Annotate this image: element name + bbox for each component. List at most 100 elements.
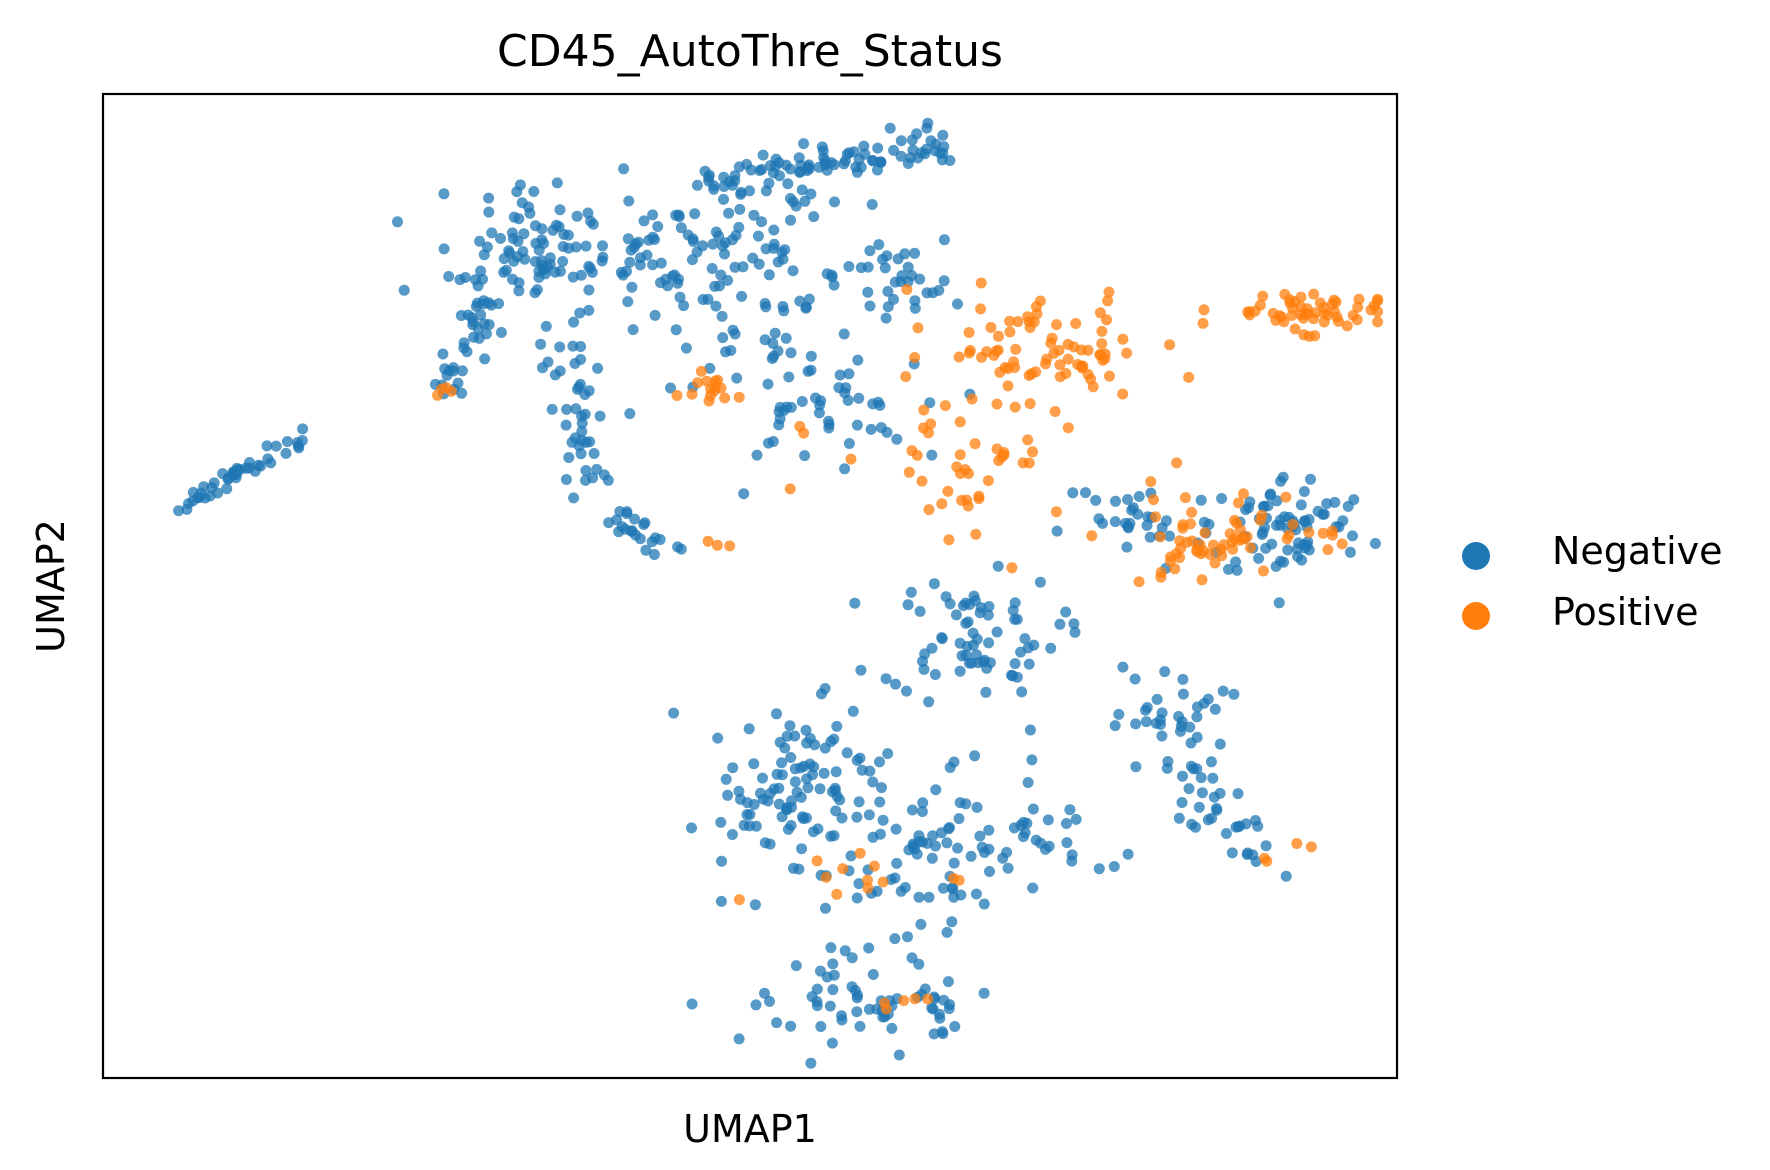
point-negative <box>1273 597 1285 609</box>
point-negative <box>566 436 578 448</box>
point-negative <box>992 560 1004 572</box>
point-negative <box>567 271 579 283</box>
point-negative <box>1066 855 1078 867</box>
point-negative <box>743 723 755 735</box>
point-negative <box>535 338 547 350</box>
point-positive <box>811 855 823 867</box>
point-negative <box>1173 812 1185 824</box>
point-negative <box>853 392 865 404</box>
point-positive <box>1154 531 1166 543</box>
point-negative <box>879 262 891 274</box>
point-negative <box>776 811 788 823</box>
point-negative <box>462 309 474 321</box>
point-negative <box>618 163 630 175</box>
point-negative <box>1108 861 1120 872</box>
point-negative <box>863 942 875 954</box>
point-positive <box>1023 370 1035 381</box>
point-negative <box>834 369 846 381</box>
point-negative <box>717 332 729 344</box>
point-positive <box>1195 548 1207 560</box>
point-negative <box>777 301 789 312</box>
point-negative <box>557 256 569 267</box>
point-positive <box>820 871 832 883</box>
point-positive <box>1351 314 1363 326</box>
point-positive <box>1117 333 1129 345</box>
point-positive <box>845 453 857 465</box>
point-positive <box>711 539 723 551</box>
point-negative <box>912 152 924 164</box>
point-negative <box>839 155 851 167</box>
point-negative <box>675 222 687 234</box>
point-positive <box>1164 339 1176 351</box>
point-negative <box>943 1003 955 1015</box>
point-negative <box>647 231 659 243</box>
point-positive <box>1283 529 1295 541</box>
point-negative <box>949 1021 961 1032</box>
point-negative <box>923 891 935 903</box>
point-positive <box>1287 518 1299 530</box>
point-positive <box>973 490 985 502</box>
point-negative <box>957 600 969 612</box>
point-negative <box>638 215 650 227</box>
point-negative <box>938 275 950 287</box>
point-negative <box>588 448 600 459</box>
point-negative <box>799 195 811 207</box>
point-negative <box>805 1057 817 1069</box>
point-negative <box>757 149 769 161</box>
point-positive <box>1303 527 1315 538</box>
point-negative <box>889 872 901 884</box>
point-positive <box>1261 855 1273 867</box>
point-negative <box>1093 863 1105 875</box>
point-negative <box>1142 511 1154 523</box>
point-positive <box>705 390 716 402</box>
point-negative <box>712 732 724 744</box>
point-negative <box>802 782 814 794</box>
point-negative <box>895 150 907 162</box>
point-negative <box>852 354 864 366</box>
point-negative <box>825 157 837 169</box>
point-positive <box>719 392 731 404</box>
point-negative <box>697 240 709 252</box>
point-positive <box>1284 297 1296 309</box>
point-negative <box>1022 642 1034 654</box>
point-negative <box>913 830 925 842</box>
point-negative <box>849 597 861 609</box>
point-positive <box>1117 388 1129 400</box>
point-positive <box>1257 565 1269 577</box>
point-negative <box>759 334 771 346</box>
point-negative <box>583 260 595 272</box>
point-negative <box>843 261 855 272</box>
point-negative <box>576 410 588 422</box>
point-negative <box>906 804 918 816</box>
point-negative <box>827 984 839 996</box>
point-negative <box>808 826 819 838</box>
point-positive <box>701 375 713 387</box>
point-negative <box>1123 522 1134 534</box>
point-positive <box>1305 841 1317 853</box>
point-negative <box>815 1021 827 1032</box>
point-negative <box>1109 720 1121 732</box>
point-negative <box>483 206 495 218</box>
point-negative <box>1151 693 1163 705</box>
point-positive <box>868 860 880 872</box>
point-negative <box>759 987 770 999</box>
point-negative <box>816 688 827 700</box>
point-positive <box>901 284 913 295</box>
point-negative <box>776 246 788 258</box>
point-negative <box>544 252 556 264</box>
point-negative <box>265 457 277 469</box>
point-negative <box>736 290 748 302</box>
point-negative <box>799 450 811 462</box>
point-positive <box>1022 434 1034 446</box>
point-positive <box>942 485 954 497</box>
point-negative <box>1211 802 1222 814</box>
point-negative <box>891 433 903 445</box>
point-negative <box>475 265 487 277</box>
point-negative <box>1186 818 1198 830</box>
point-positive <box>692 377 704 389</box>
point-negative <box>627 324 639 336</box>
point-negative <box>825 942 837 954</box>
point-negative <box>785 752 797 763</box>
point-negative <box>1242 847 1254 859</box>
point-negative <box>874 756 885 768</box>
